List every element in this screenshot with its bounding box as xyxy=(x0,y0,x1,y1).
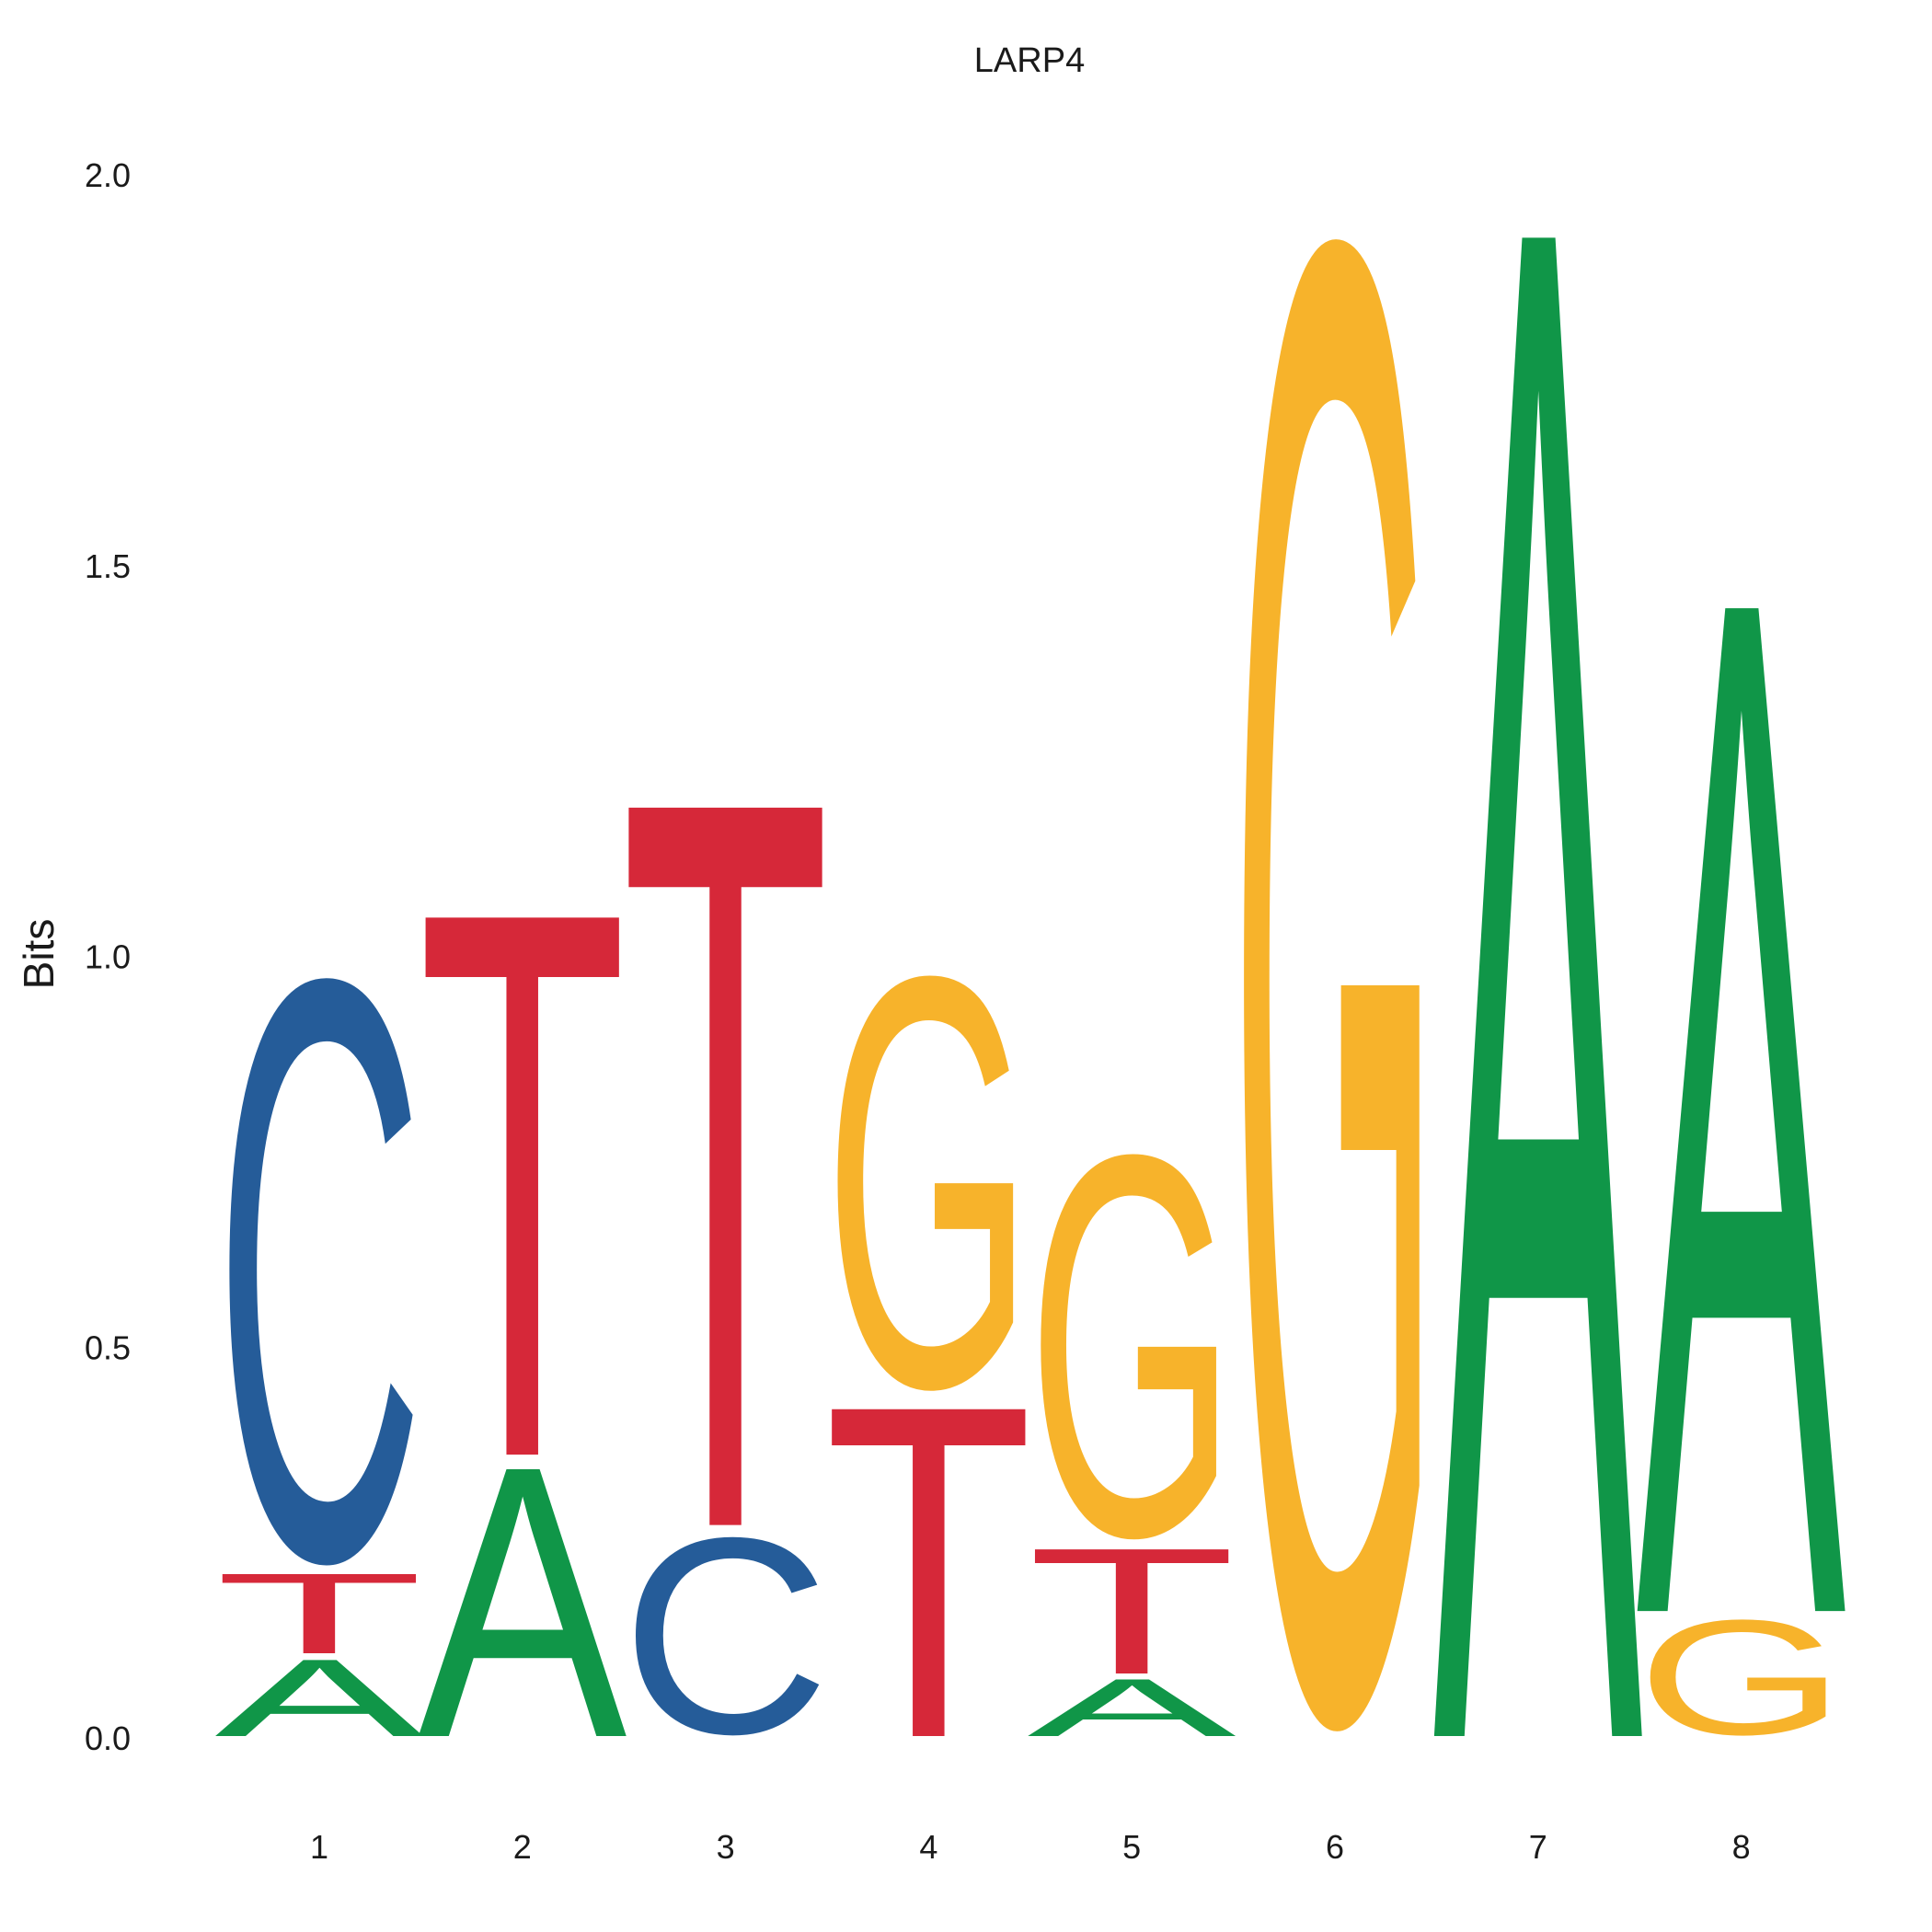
y-tick-label: 1.0 xyxy=(85,938,131,976)
chart-title: LARP4 xyxy=(974,41,1085,80)
logo-letter: A xyxy=(1433,0,1644,1932)
x-tick-label: 7 xyxy=(1529,1828,1547,1866)
x-tick-label: 4 xyxy=(919,1828,937,1866)
y-tick-label: 2.0 xyxy=(85,156,131,194)
x-tick-label: 6 xyxy=(1326,1828,1344,1866)
logo-letter: G xyxy=(1230,0,1439,1932)
logo-letter: A xyxy=(214,1637,423,1760)
x-tick-label: 3 xyxy=(717,1828,735,1866)
logo-letter: A xyxy=(418,1386,628,1819)
logo-letter: T xyxy=(214,1549,423,1678)
x-tick-label: 8 xyxy=(1732,1828,1751,1866)
y-axis-label: Bits xyxy=(15,919,63,990)
logo-letter: T xyxy=(1028,1511,1236,1712)
logo-letter: C xyxy=(621,1479,830,1792)
y-tick-label: 1.5 xyxy=(85,547,131,585)
logo-letter: G xyxy=(1637,1586,1846,1769)
logo-letter: T xyxy=(824,1307,1033,1837)
logo-letter: T xyxy=(418,748,627,1620)
x-tick-label: 5 xyxy=(1122,1828,1141,1866)
y-tick-label: 0.5 xyxy=(85,1328,131,1366)
logo-letter: G xyxy=(1028,1041,1236,1650)
y-tick-label: 0.0 xyxy=(85,1719,131,1757)
x-tick-label: 2 xyxy=(513,1828,532,1866)
logo-letter: A xyxy=(1028,1662,1236,1754)
logo-letter: C xyxy=(214,808,423,1734)
logo-letter: T xyxy=(621,581,830,1746)
logo-letter: A xyxy=(1637,292,1847,1920)
x-tick-label: 1 xyxy=(310,1828,328,1866)
logo-letter: G xyxy=(824,856,1033,1511)
